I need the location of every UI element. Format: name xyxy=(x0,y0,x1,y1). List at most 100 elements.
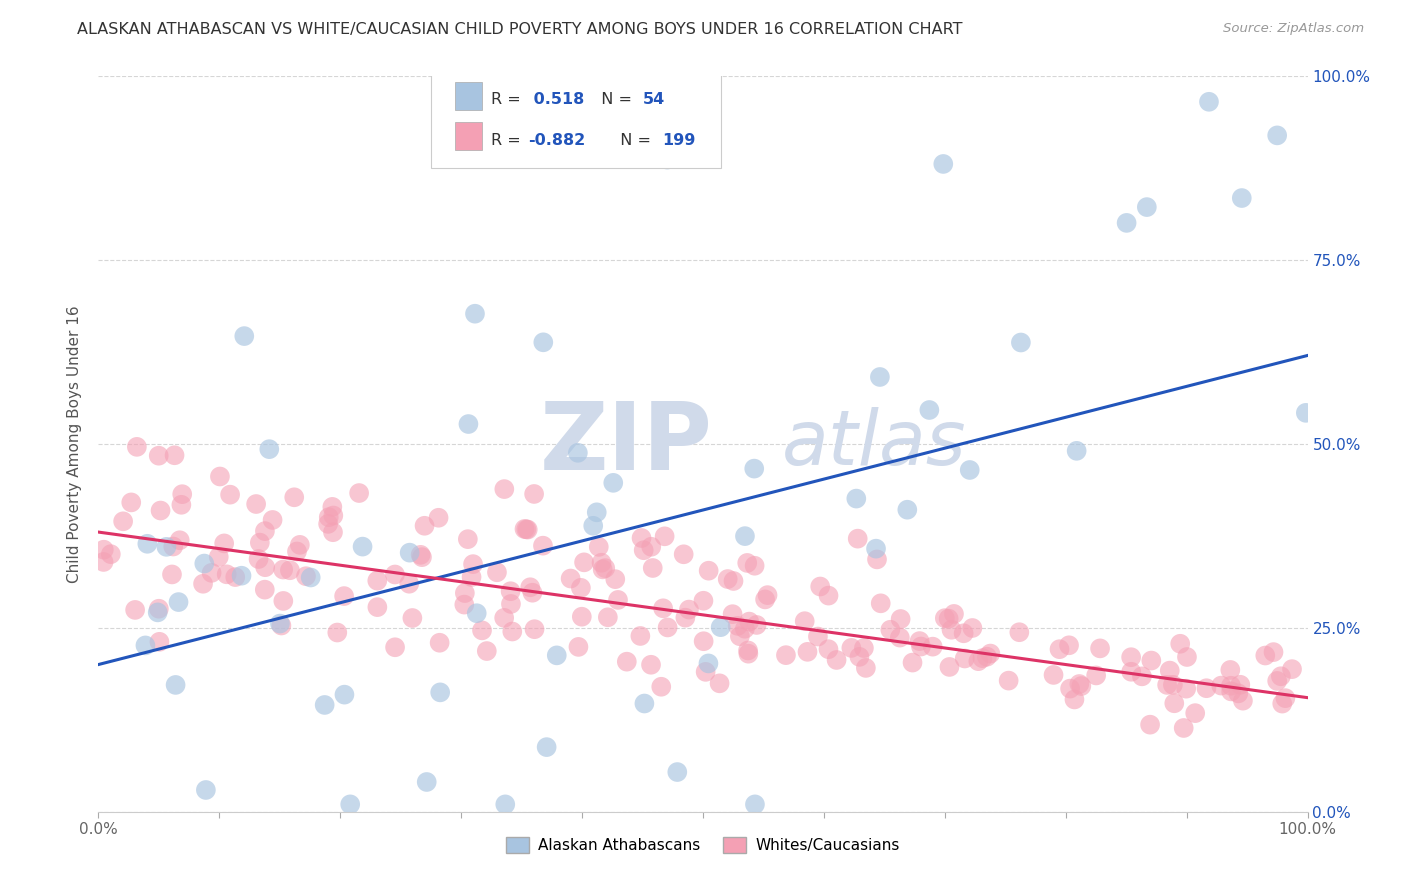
Point xyxy=(967,654,990,668)
Point xyxy=(1232,693,1254,707)
Text: Source: ZipAtlas.com: Source: ZipAtlas.com xyxy=(1223,22,1364,36)
Point xyxy=(697,564,720,578)
Point xyxy=(591,556,613,570)
Point xyxy=(1263,645,1285,659)
Point xyxy=(259,442,281,457)
Point xyxy=(1121,650,1143,665)
Point xyxy=(845,491,868,506)
Point xyxy=(215,567,238,582)
Point xyxy=(1130,669,1153,683)
Point xyxy=(321,500,343,514)
Point xyxy=(1198,95,1220,109)
Point xyxy=(531,539,554,553)
Point xyxy=(962,621,984,635)
Text: 199: 199 xyxy=(662,133,695,148)
Point xyxy=(1229,678,1251,692)
Point xyxy=(1168,637,1191,651)
Point xyxy=(134,639,156,653)
Point xyxy=(249,535,271,549)
Point xyxy=(146,606,169,620)
Point xyxy=(124,603,146,617)
Point xyxy=(429,636,451,650)
Point xyxy=(333,589,356,603)
Point xyxy=(120,495,142,509)
Point xyxy=(734,529,756,543)
Point xyxy=(908,634,931,648)
Point xyxy=(333,688,356,702)
Text: N =: N = xyxy=(591,92,637,107)
Point xyxy=(347,486,370,500)
Point xyxy=(100,547,122,561)
Point xyxy=(125,440,148,454)
Point xyxy=(253,524,276,538)
Point xyxy=(1115,216,1137,230)
Point xyxy=(427,510,450,524)
Text: atlas: atlas xyxy=(782,407,966,481)
Point xyxy=(652,601,675,615)
Point xyxy=(1163,696,1185,710)
Point xyxy=(471,624,494,638)
Point xyxy=(413,518,436,533)
Point xyxy=(1161,678,1184,692)
Point xyxy=(727,619,749,633)
Point xyxy=(384,567,406,582)
Point xyxy=(366,600,388,615)
Point xyxy=(1220,684,1243,698)
Point xyxy=(1295,406,1317,420)
Point xyxy=(938,660,960,674)
Point xyxy=(1175,681,1198,696)
Point xyxy=(326,625,349,640)
Point xyxy=(938,612,960,626)
Point xyxy=(163,448,186,462)
Point xyxy=(1049,642,1071,657)
Point xyxy=(641,561,664,575)
Point xyxy=(322,508,344,523)
Point xyxy=(1265,128,1288,143)
Point xyxy=(742,461,765,475)
Point xyxy=(602,475,624,490)
Point xyxy=(314,698,336,712)
Point xyxy=(808,580,831,594)
Point xyxy=(953,651,976,665)
Point xyxy=(1070,679,1092,693)
Point xyxy=(952,626,974,640)
Point xyxy=(1195,681,1218,696)
Point xyxy=(934,611,956,625)
Point xyxy=(709,676,731,690)
Point xyxy=(162,540,184,554)
Point xyxy=(201,566,224,580)
Point xyxy=(1008,625,1031,640)
Point xyxy=(401,611,423,625)
Point xyxy=(825,653,848,667)
Point xyxy=(1219,663,1241,677)
Point xyxy=(519,580,541,594)
Point xyxy=(247,552,270,566)
Point xyxy=(1085,668,1108,682)
Point xyxy=(523,622,546,636)
Point xyxy=(560,572,582,586)
Point xyxy=(1274,691,1296,706)
Point xyxy=(697,657,720,671)
Point xyxy=(869,596,891,610)
Point xyxy=(523,487,546,501)
Point xyxy=(1042,668,1064,682)
Point xyxy=(233,329,256,343)
Point xyxy=(633,697,655,711)
Point xyxy=(299,570,322,584)
Text: 0.518: 0.518 xyxy=(527,92,583,107)
Point xyxy=(531,335,554,350)
Point xyxy=(846,532,869,546)
Text: -0.882: -0.882 xyxy=(527,133,585,148)
Point xyxy=(1281,662,1303,676)
Point xyxy=(585,505,607,519)
Text: ZIP: ZIP xyxy=(540,398,713,490)
Point xyxy=(409,548,432,562)
Point xyxy=(285,544,308,558)
Point xyxy=(546,648,568,663)
Point xyxy=(515,522,537,536)
Point xyxy=(112,514,135,528)
Point xyxy=(657,153,679,167)
Point xyxy=(737,647,759,661)
Point xyxy=(588,540,610,554)
Point xyxy=(501,624,523,639)
